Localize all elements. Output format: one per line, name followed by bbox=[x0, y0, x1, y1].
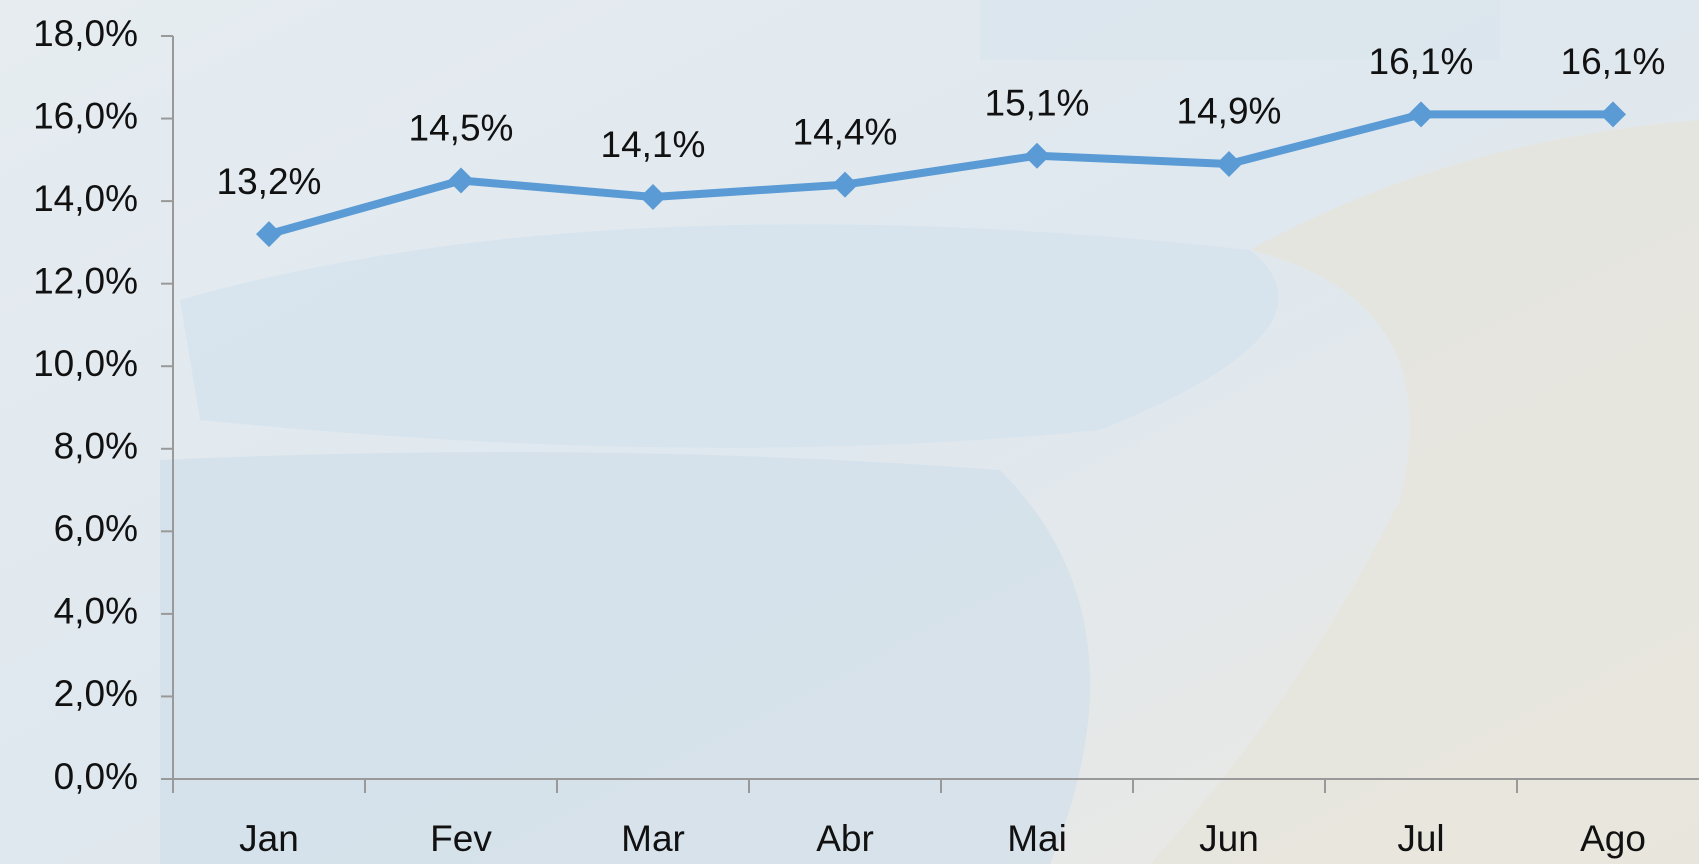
x-tick-label: Abr bbox=[816, 818, 874, 859]
data-label: 14,9% bbox=[1177, 91, 1282, 132]
data-label: 14,5% bbox=[409, 107, 514, 148]
x-tick-label: Jun bbox=[1199, 818, 1259, 859]
data-label: 14,1% bbox=[601, 124, 706, 165]
x-tick-label: Mai bbox=[1007, 818, 1067, 859]
y-tick-label: 0,0% bbox=[54, 756, 138, 797]
data-label: 16,1% bbox=[1561, 41, 1666, 82]
chart: 0,0% 2,0% 4,0% 6,0% 8,0% 10,0% 12,0% 14,0% 16,0%… bbox=[0, 0, 1699, 864]
data-label: 13,2% bbox=[217, 161, 322, 202]
data-label: 16,1% bbox=[1369, 41, 1474, 82]
y-tick-label: 16,0% bbox=[33, 95, 138, 136]
y-tick-label: 14,0% bbox=[33, 178, 138, 219]
x-tick-label: Jul bbox=[1397, 818, 1444, 859]
x-tick-label: Fev bbox=[430, 818, 492, 859]
x-tick-label: Ago bbox=[1580, 818, 1646, 859]
x-tick-label: Jan bbox=[239, 818, 299, 859]
data-label: 14,4% bbox=[793, 111, 898, 152]
y-tick-label: 6,0% bbox=[54, 508, 138, 549]
y-tick-label: 18,0% bbox=[33, 13, 138, 54]
y-tick-label: 2,0% bbox=[54, 673, 138, 714]
y-tick-label: 12,0% bbox=[33, 260, 138, 301]
y-tick-label: 10,0% bbox=[33, 343, 138, 384]
x-tick-label: Mar bbox=[621, 818, 685, 859]
y-tick-label: 8,0% bbox=[54, 426, 138, 467]
background-water bbox=[160, 452, 1090, 864]
data-label: 15,1% bbox=[985, 82, 1090, 123]
y-tick-label: 4,0% bbox=[54, 591, 138, 632]
